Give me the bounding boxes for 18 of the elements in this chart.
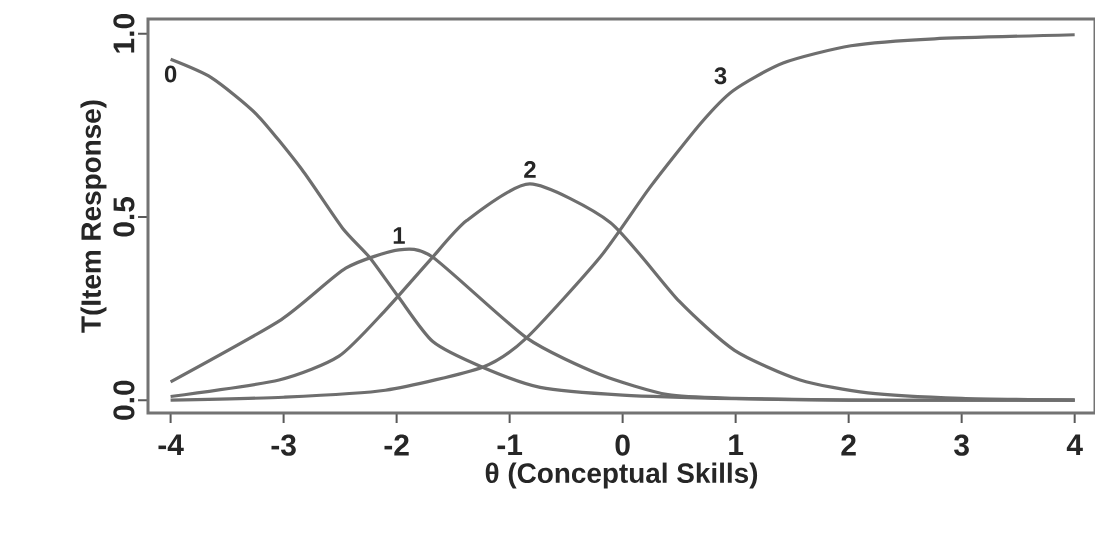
x-tick-label: -3 — [271, 434, 296, 456]
series-label: 3 — [714, 67, 727, 85]
x-tick-label: 3 — [954, 434, 969, 456]
y-tick-label: 0.0 — [113, 380, 135, 420]
x-axis-title: θ (Conceptual Skills) — [485, 462, 758, 489]
x-tick-label: 2 — [841, 434, 856, 456]
y-axis-title: T(Item Response) — [80, 100, 107, 333]
x-tick-label: 4 — [1066, 434, 1083, 456]
x-tick-label: 1 — [729, 434, 744, 456]
series-label: 2 — [524, 161, 536, 178]
x-tick-label: -2 — [384, 434, 409, 456]
y-tick-label: 1.0 — [113, 14, 135, 53]
series-label: 1 — [393, 227, 405, 244]
series-label: 0 — [164, 65, 177, 83]
x-tick-label: -4 — [158, 434, 184, 456]
x-tick-label: -1 — [497, 434, 523, 456]
y-tick-label: 0.5 — [113, 196, 135, 237]
x-tick-label: 0 — [615, 434, 630, 456]
